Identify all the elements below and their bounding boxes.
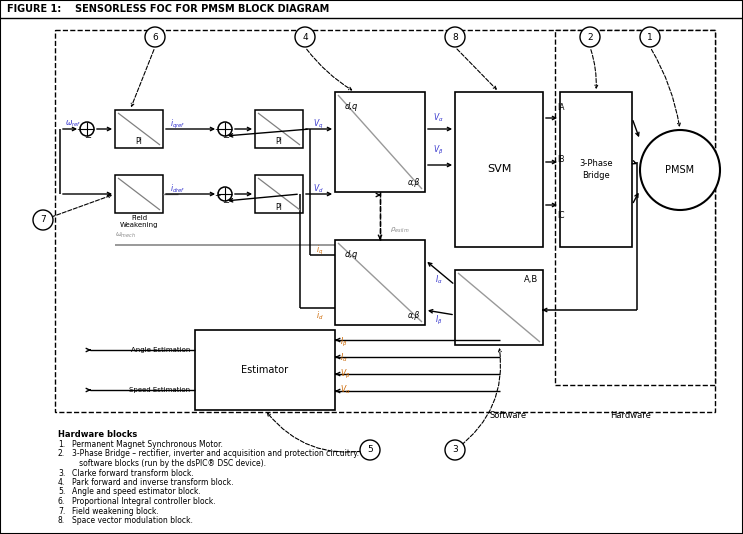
Text: 2.: 2. xyxy=(58,450,65,459)
Text: IC: IC xyxy=(557,210,565,219)
Text: 6.: 6. xyxy=(58,497,65,506)
Circle shape xyxy=(445,27,465,47)
Text: SENSORLESS FOC FOR PMSM BLOCK DIAGRAM: SENSORLESS FOC FOR PMSM BLOCK DIAGRAM xyxy=(75,4,329,14)
Text: 7: 7 xyxy=(40,216,46,224)
Circle shape xyxy=(80,122,94,136)
Text: Estimator: Estimator xyxy=(241,365,288,375)
Text: IB: IB xyxy=(557,155,565,164)
Text: $V_q$: $V_q$ xyxy=(313,117,323,130)
Text: PMSM: PMSM xyxy=(666,165,695,175)
Text: Hardware blocks: Hardware blocks xyxy=(58,430,137,439)
Text: Software: Software xyxy=(490,411,527,420)
Bar xyxy=(115,110,163,148)
Text: d,q: d,q xyxy=(345,250,358,259)
Text: $V_\alpha$: $V_\alpha$ xyxy=(340,384,351,396)
Text: A,B: A,B xyxy=(524,275,538,284)
Circle shape xyxy=(445,440,465,460)
Text: 3: 3 xyxy=(452,445,458,454)
Text: 5.: 5. xyxy=(58,488,65,497)
Bar xyxy=(555,30,715,385)
Bar xyxy=(255,110,303,148)
Text: Bridge: Bridge xyxy=(582,171,610,180)
Text: Space vector modulation block.: Space vector modulation block. xyxy=(72,516,193,525)
Text: 2: 2 xyxy=(587,33,593,42)
Text: 8.: 8. xyxy=(58,516,65,525)
Text: −: − xyxy=(222,199,230,208)
Text: Speed Estimation: Speed Estimation xyxy=(129,387,190,393)
Text: PI: PI xyxy=(276,137,282,146)
Text: $i_d$: $i_d$ xyxy=(316,310,323,322)
Text: Park forward and inverse transform block.: Park forward and inverse transform block… xyxy=(72,478,233,487)
Text: 5: 5 xyxy=(367,445,373,454)
Text: $\rho_{estim}$: $\rho_{estim}$ xyxy=(390,225,410,234)
Text: SVM: SVM xyxy=(487,164,511,174)
Text: 8: 8 xyxy=(452,33,458,42)
Text: $I_\alpha$: $I_\alpha$ xyxy=(340,352,348,364)
Text: α,β: α,β xyxy=(408,311,420,320)
Text: 3-Phase Bridge – rectifier, inverter and acquisition and protection circuitry.: 3-Phase Bridge – rectifier, inverter and… xyxy=(72,450,359,459)
Circle shape xyxy=(640,130,720,210)
Text: $V_\beta$: $V_\beta$ xyxy=(340,367,351,381)
Text: $V_d$: $V_d$ xyxy=(313,183,324,195)
Text: $V_{\alpha}$: $V_{\alpha}$ xyxy=(433,112,444,124)
Text: $i_{qref}$: $i_{qref}$ xyxy=(170,117,186,130)
Text: +: + xyxy=(76,125,82,135)
Text: Field: Field xyxy=(131,215,147,221)
Circle shape xyxy=(580,27,600,47)
Text: Clarke forward transform block.: Clarke forward transform block. xyxy=(72,468,194,477)
Text: −: − xyxy=(222,134,230,143)
Text: −: − xyxy=(85,134,91,143)
Circle shape xyxy=(218,122,232,136)
Bar xyxy=(255,175,303,213)
Text: Field weakening block.: Field weakening block. xyxy=(72,507,159,515)
Text: Permanent Magnet Synchronous Motor.: Permanent Magnet Synchronous Motor. xyxy=(72,440,223,449)
Text: 4.: 4. xyxy=(58,478,65,487)
Text: Hardware: Hardware xyxy=(610,411,651,420)
Bar xyxy=(195,330,335,410)
Bar xyxy=(335,92,425,192)
Text: 3.: 3. xyxy=(58,468,65,477)
Bar xyxy=(455,270,543,345)
Text: d,q: d,q xyxy=(345,102,358,111)
Bar xyxy=(455,92,543,247)
Bar xyxy=(560,92,632,247)
Text: $i_q$: $i_q$ xyxy=(316,244,323,256)
Text: 1.: 1. xyxy=(58,440,65,449)
Text: PI: PI xyxy=(135,137,143,146)
Circle shape xyxy=(33,210,53,230)
Text: software blocks (run by the dsPIC® DSC device).: software blocks (run by the dsPIC® DSC d… xyxy=(72,459,266,468)
Text: $I_{\alpha}$: $I_{\alpha}$ xyxy=(435,274,443,286)
Circle shape xyxy=(145,27,165,47)
Bar xyxy=(55,30,715,412)
Text: $\omega_{ref}$: $\omega_{ref}$ xyxy=(65,119,82,129)
Text: FIGURE 1:: FIGURE 1: xyxy=(7,4,61,14)
Text: 4: 4 xyxy=(302,33,308,42)
Text: $i_{dref}$: $i_{dref}$ xyxy=(170,183,186,195)
Text: 7.: 7. xyxy=(58,507,65,515)
Text: 6: 6 xyxy=(152,33,158,42)
Text: α,β: α,β xyxy=(408,178,420,187)
Text: Angle Estimation: Angle Estimation xyxy=(131,347,190,353)
Text: $V_{\beta}$: $V_{\beta}$ xyxy=(433,144,444,156)
Bar xyxy=(335,240,425,325)
Text: PI: PI xyxy=(276,202,282,211)
Circle shape xyxy=(640,27,660,47)
Circle shape xyxy=(360,440,380,460)
Text: +: + xyxy=(214,191,220,200)
Text: $I_{\beta}$: $I_{\beta}$ xyxy=(435,313,443,327)
Text: IA: IA xyxy=(557,104,565,113)
Text: +: + xyxy=(214,125,220,135)
Circle shape xyxy=(218,187,232,201)
Text: Angle and speed estimator block.: Angle and speed estimator block. xyxy=(72,488,201,497)
Bar xyxy=(115,175,163,213)
Text: Proportional Integral controller block.: Proportional Integral controller block. xyxy=(72,497,215,506)
Text: $I_\beta$: $I_\beta$ xyxy=(340,335,348,349)
Text: 3-Phase: 3-Phase xyxy=(580,160,613,169)
Circle shape xyxy=(295,27,315,47)
Text: 1: 1 xyxy=(647,33,653,42)
Text: $\omega_{mech}$: $\omega_{mech}$ xyxy=(115,230,136,240)
Text: Weakening: Weakening xyxy=(120,222,158,228)
